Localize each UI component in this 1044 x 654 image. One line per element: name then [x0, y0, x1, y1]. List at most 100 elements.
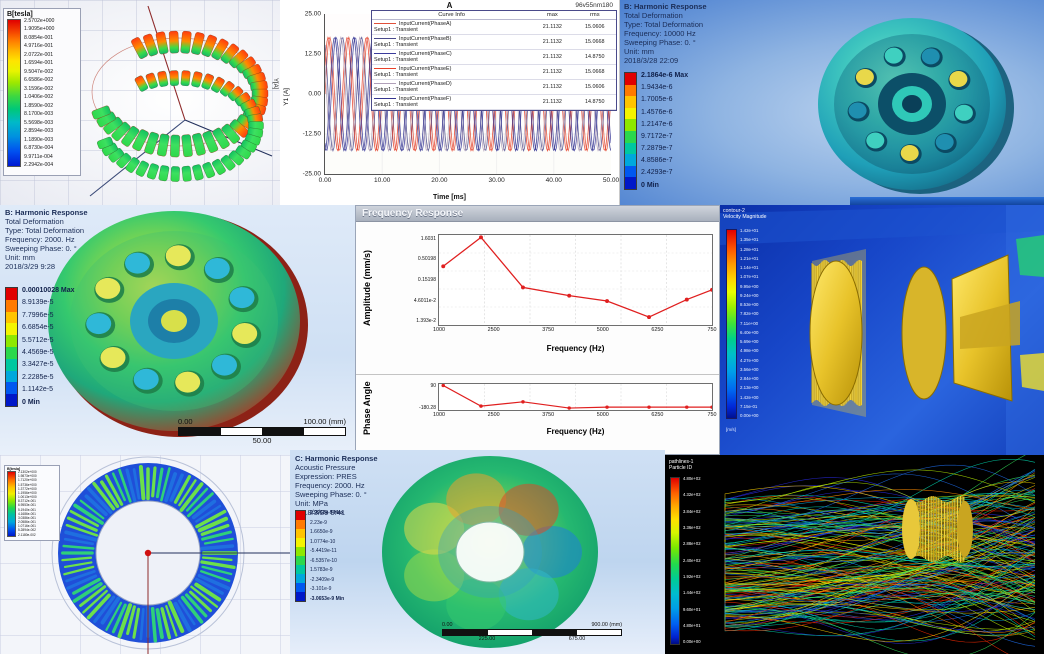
legend-value: 6.6586e-002 — [24, 78, 54, 84]
curve-color-swatch — [374, 68, 396, 69]
panel-harmonic-response-2000hz: B: Harmonic Response Total Deformation Typ… — [0, 205, 355, 455]
header-line: Expression: PRES — [295, 472, 378, 481]
windows-taskbar[interactable] — [850, 197, 1044, 205]
legend-value: 7.15e-01 — [740, 405, 758, 410]
y-tick: 90 — [430, 383, 436, 389]
curve-setup: Setup1 : Transient — [374, 42, 529, 48]
panel-maxwell-flux-density-3d: B[tesla] 2.5702e+000 1.9095e+000 8.0854e-0… — [0, 0, 280, 205]
legend-value: 9.95e+00 — [740, 285, 758, 290]
amplitude-chart: Amplitude (mm/s) 1.6031 0.50198 0.15198 4.6… — [356, 226, 719, 374]
table-row: InputCurrent(PhaseB) Setup1 : Transient 21… — [372, 35, 616, 50]
legend-value: 1.42e+01 — [740, 229, 758, 234]
flux-legend-box: B[tesla] 2.5702e+000 1.9095e+000 8.0854e-0… — [3, 8, 81, 176]
result-header: B: Harmonic Response Total Deformation Typ… — [624, 2, 707, 65]
panel-acoustic-pressure: C: Harmonic Response Acoustic Pressure Exp… — [290, 450, 665, 654]
curve-rms: 15.0606 — [574, 80, 616, 95]
scale-max: 100.00 (mm) — [303, 417, 346, 426]
x-tick: 1000 — [433, 327, 445, 333]
color-bar — [7, 471, 16, 537]
legend-value: 1.1890e-003 — [24, 138, 54, 144]
window-title-bar[interactable]: Frequency Response — [356, 206, 719, 222]
legend-value: 7.82e+00 — [740, 312, 758, 317]
legend-value: 1.1142e-5 — [22, 386, 75, 394]
scale-mid: 50.00 — [178, 436, 346, 445]
curve-max: 21.1132 — [531, 35, 573, 50]
scale-bar: 0.00 100.00 (mm) 50.00 — [178, 417, 346, 445]
legend-value: 0.00e+00 — [683, 640, 701, 645]
legend-value: 4.9716e-001 — [24, 44, 54, 50]
legend-value: -3.0653e-9 Min — [310, 596, 344, 602]
table-row: InputCurrent(PhaseE) Setup1 : Transient 21… — [372, 65, 616, 80]
x-tick: 2500 — [488, 327, 500, 333]
color-bar — [5, 287, 18, 407]
curve-name-cell: InputCurrent(PhaseA) Setup1 : Transient — [372, 20, 531, 35]
legend-value: 1.21e+01 — [740, 257, 758, 262]
table-row: InputCurrent(PhaseA) Setup1 : Transient 21… — [372, 20, 616, 35]
window-title: Frequency Response — [362, 208, 463, 219]
y-tick: -180.28 — [419, 405, 436, 411]
legend-value: 2.8594e-003 — [24, 129, 54, 135]
curve-setup: Setup1 : Transient — [374, 57, 529, 63]
table-header-row: Curve Info max rms — [372, 11, 616, 20]
legend-value: 1.6650e-9 — [310, 529, 344, 535]
curve-rms: 14.8750 — [574, 95, 616, 110]
header-line: Sweeping Phase: 0. ° — [624, 38, 707, 47]
y-tick: 12.50 — [305, 51, 321, 58]
amplitude-curve — [439, 235, 712, 325]
header-line: Acoustic Pressure — [295, 463, 378, 472]
legend-value: 1.9434e-6 — [641, 84, 688, 92]
axis-label-y-amplitude: Amplitude (mm/s) — [362, 238, 372, 326]
column-header: Curve Info — [372, 11, 531, 20]
legend-value: -6.5357e-10 — [310, 558, 344, 564]
y-tick: 25.00 — [305, 11, 321, 18]
legend-values: 2.5702e+000 1.9095e+000 8.0854e-001 4.9716e… — [24, 19, 54, 169]
y-tick: 1.6031 — [421, 236, 436, 242]
phase-plot-area: 90 -180.28 1000 2500 3750 5000 6250 750 — [438, 383, 713, 411]
curve-name-cell: InputCurrent(PhaseC) Setup1 : Transient — [372, 50, 531, 65]
simulation-screenshot-collage: B[tesla] 2.5702e+000 1.9095e+000 8.0854e-0… — [0, 0, 1044, 654]
legend-values: 2.9962e-9 Max 2.23e-9 1.6650e-9 1.0774e-10 -… — [310, 510, 344, 602]
scale-tick: 675.00 — [532, 636, 622, 642]
particle-id-legend: 4.80e+02 4.32e+02 3.84e+02 3.36e+02 2.88e+02… — [670, 477, 701, 645]
curve-max: 21.1132 — [531, 50, 573, 65]
axis-label-x-phase: Frequency (Hz) — [438, 427, 713, 436]
legend-value: 9.24e+00 — [740, 294, 758, 299]
pathlines-header: pathlines-1 Particle ID — [669, 459, 693, 471]
legend-value: 9.5047e-002 — [24, 70, 54, 76]
legend-value: 8.0854e-001 — [24, 36, 54, 42]
header-line: 2018/3/29 9:28 — [5, 262, 88, 271]
x-tick: 40.00 — [546, 177, 562, 184]
acoustic-legend: 2.9962e-9 Max 2.23e-9 1.6650e-9 1.0774e-10-… — [295, 510, 344, 602]
scale-tick: 225.00 — [442, 636, 532, 642]
legend-value: 1.7005e-6 — [641, 96, 688, 104]
legend-value: 2.2285e-5 — [22, 374, 75, 382]
legend-value: 0.00010028 Max — [22, 287, 75, 295]
design-name-label: 96v55nm180 — [575, 2, 613, 9]
legend-values: 1.42e+01 1.35e+01 1.28e+01 1.21e+01 1.14e+01… — [740, 229, 758, 419]
legend-value: 1.0406e-002 — [24, 95, 54, 101]
axis-label-y: Y[A] — [272, 78, 278, 89]
legend-value: 8.53e+00 — [740, 303, 758, 308]
legend-value: 3.56e+00 — [740, 368, 758, 373]
legend-values: 2.1864e-6 Max 1.9434e-6 1.7005e-6 1.4576e-6… — [641, 72, 688, 190]
contour-header: contour-2 Velocity Magnitude — [723, 208, 767, 220]
legend-value: 4.80e+02 — [683, 477, 701, 482]
legend-value: 4.4569e-5 — [22, 349, 75, 357]
header-line: Unit: MPa — [295, 499, 378, 508]
curve-setup: Setup1 : Transient — [374, 27, 529, 33]
color-bar — [670, 477, 680, 645]
curve-setup: Setup1 : Transient — [374, 87, 529, 93]
legend-value: 6.40e+00 — [740, 331, 758, 336]
fan-cfd-render — [720, 205, 1044, 455]
result-header: B: Harmonic Response Total Deformation Typ… — [5, 208, 88, 271]
header-line: Total Deformation — [624, 11, 707, 20]
curve-color-swatch — [374, 53, 396, 54]
x-tick: 2500 — [488, 412, 500, 418]
legend-value: 0 Min — [641, 182, 688, 190]
legend-value: 6.6854e-5 — [22, 324, 75, 332]
axis-label-x-amplitude: Frequency (Hz) — [438, 344, 713, 353]
color-bar — [7, 19, 21, 167]
legend-value: 9.60e+01 — [683, 608, 701, 613]
amplitude-plot-area: 1.6031 0.50198 0.15198 4.6011e-2 1.393e-2 100… — [438, 234, 713, 326]
x-tick: 6250 — [651, 327, 663, 333]
